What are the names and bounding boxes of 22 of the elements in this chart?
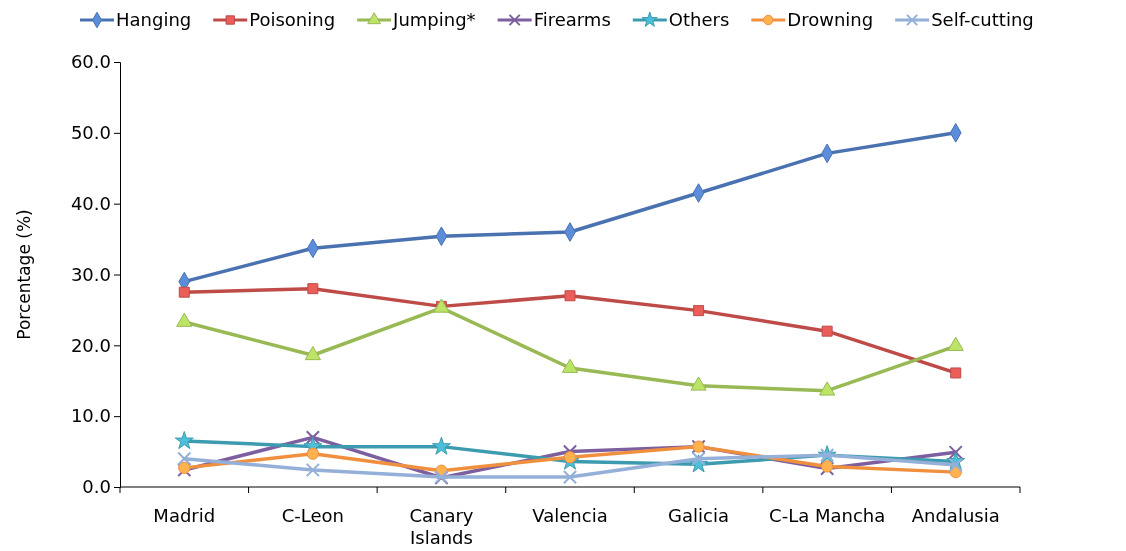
x-tick-label: Galicia [668,505,730,526]
legend-label: Jumping* [392,9,476,30]
y-tick-label: 60.0 [70,51,111,73]
y-axis-title: Porcentage (%) [14,209,34,340]
y-tick-label: 50.0 [70,122,111,144]
y-tick-label: 10.0 [70,405,111,427]
y-tick-label: 40.0 [70,192,111,214]
y-tick-label: 20.0 [70,334,111,356]
legend-label: Self-cutting [931,9,1034,30]
x-tick-label: Canary Islands [409,505,474,548]
legend-label: Hanging [116,9,192,30]
x-tick-label: Madrid [153,505,216,526]
x-tick-label: Andalusia [911,505,1000,526]
x-tick-label: Valencia [532,505,608,526]
legend-label: Poisoning [249,9,336,30]
legend-label: Drowning [787,9,874,30]
y-tick-label: 0.0 [82,476,111,498]
y-tick-label: 30.0 [70,263,111,285]
legend-label: Firearms [533,9,611,30]
legend-label: Others [668,9,730,30]
x-tick-label: C-Leon [281,505,344,526]
x-tick-label: C-La Mancha [769,505,886,526]
